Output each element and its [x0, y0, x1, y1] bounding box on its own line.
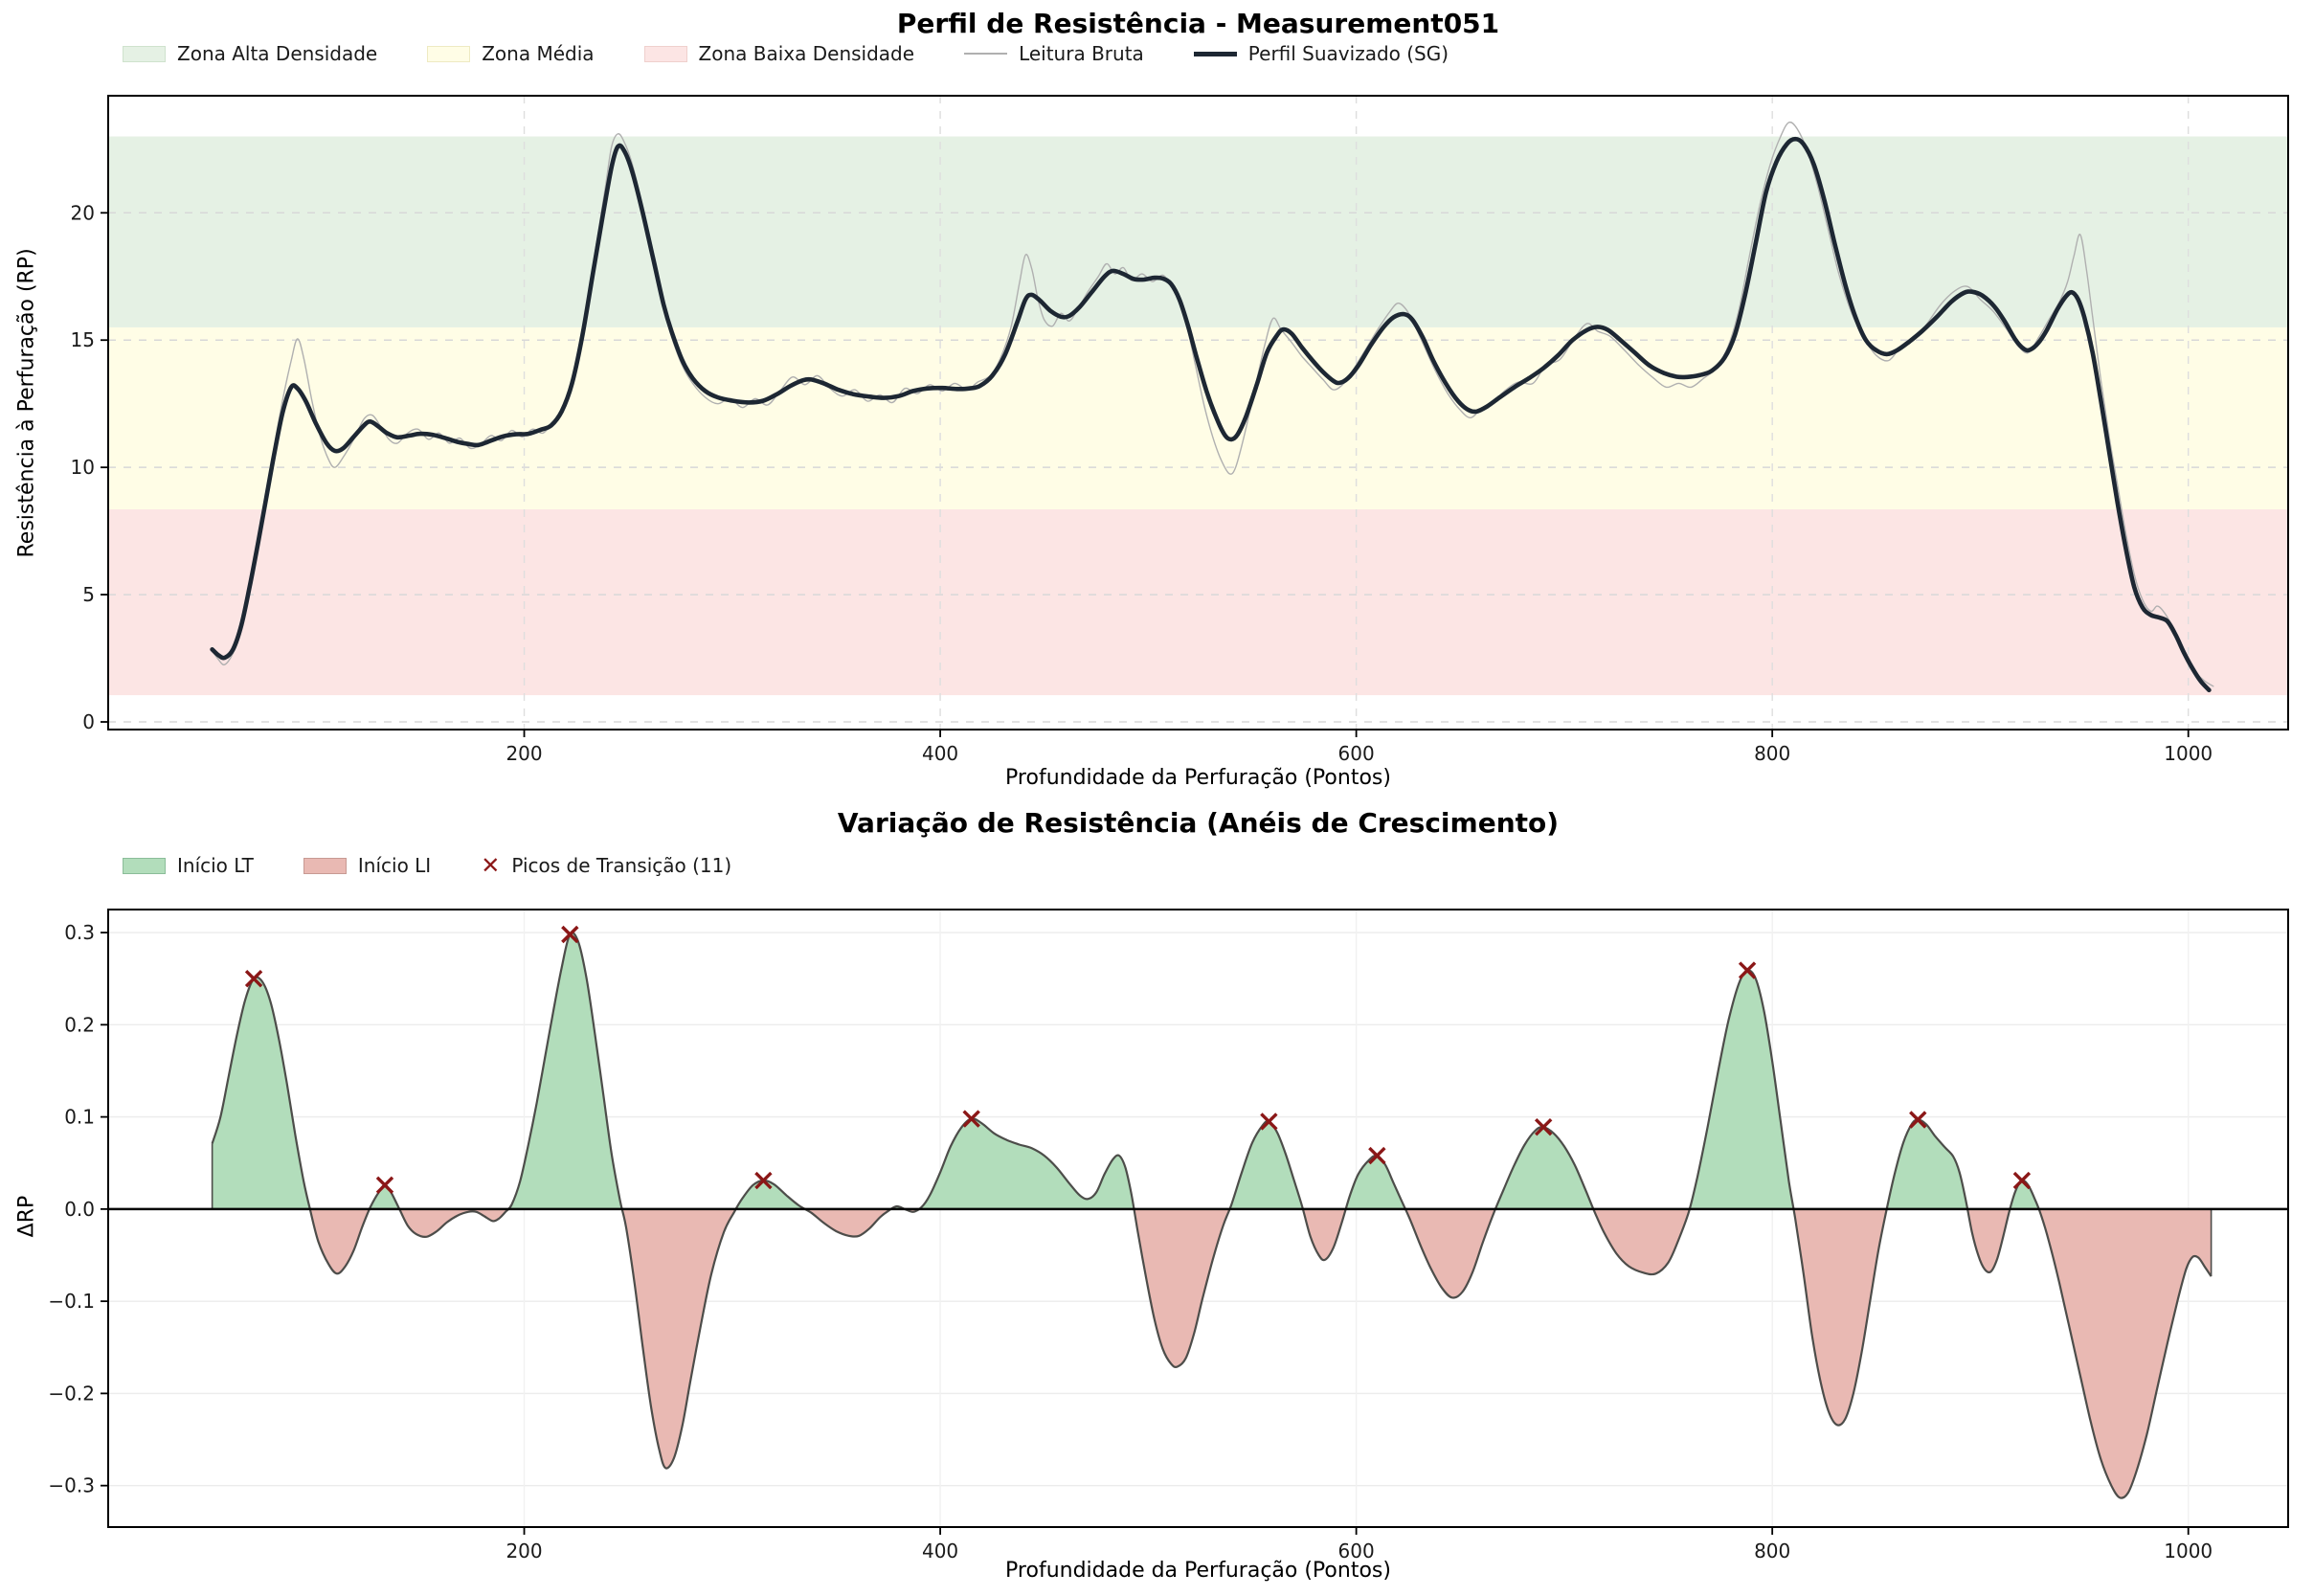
top-chart-legend: Zona Alta Densidade Zona Média Zona Baixa … [123, 42, 1449, 65]
x-tick-label: 400 [922, 742, 958, 765]
top-chart-plot: 200 400 600 800 1000 0 5 10 15 20 [71, 95, 2289, 765]
transition-peak-marker [1368, 1146, 1386, 1165]
x-tick-label: 800 [1754, 742, 1790, 765]
axes-frame: 200 400 600 800 1000 0 5 10 15 20 [71, 95, 2289, 765]
y-tick-label: 0.3 [64, 921, 95, 944]
transition-peak-marker [1909, 1111, 1927, 1129]
y-tick-label: 0.0 [64, 1198, 95, 1221]
transition-peak-marker [2012, 1171, 2032, 1190]
transition-peak-marker [561, 925, 579, 944]
legend-patch-icon [123, 857, 166, 874]
transition-peak-marker [1738, 961, 1757, 979]
y-tick-label: 5 [82, 583, 95, 606]
y-tick-label: 0.2 [64, 1013, 95, 1036]
density-zones [108, 136, 2288, 696]
legend-label: Início LT [177, 854, 254, 877]
legend-item-zona-alta-densidade: Zona Alta Densidade [123, 42, 377, 65]
transition-peak-marker [244, 969, 263, 988]
y-tick-label: 0 [82, 710, 95, 733]
transition-peak-marker [962, 1110, 980, 1128]
legend-patch-icon [427, 45, 471, 62]
bottom-chart-plot: 200 400 600 800 1000 −0.3 −0.2 −0.1 0.0 0.1 0.2 0.3 [48, 909, 2289, 1562]
legend-item-leitura-bruta: Leitura Bruta [964, 42, 1144, 65]
legend-patch-icon [643, 45, 687, 62]
y-tick-label: 15 [71, 328, 95, 351]
gridlines [108, 96, 2288, 730]
bottom-chart-legend: Início LT Início LI ✕ Picos de Transição (1… [123, 854, 731, 877]
y-tick-label: −0.1 [48, 1290, 95, 1313]
legend-label: Leitura Bruta [1019, 42, 1144, 65]
transition-peak-marker [1260, 1113, 1278, 1131]
x-tick-label: 600 [1338, 1540, 1375, 1562]
legend-label: Perfil Suavizado (SG) [1247, 42, 1449, 65]
legend-x-marker-icon: ✕ [481, 851, 501, 879]
transition-peak-marker [754, 1171, 773, 1190]
x-tick-label: 1000 [2164, 1540, 2213, 1562]
bottom-chart-title: Variação de Resistência (Anéis de Cresci… [837, 807, 1560, 839]
bottom-chart-xlabel: Profundidade da Perfuração (Pontos) [1005, 1559, 1391, 1583]
legend-patch-icon [123, 45, 166, 62]
x-tick-label: 400 [922, 1540, 958, 1562]
transition-peak-marker [375, 1176, 394, 1195]
area-fill-inicio-li [212, 1208, 2212, 1498]
top-chart-xlabel: Profundidade da Perfuração (Pontos) [1005, 766, 1391, 790]
legend-label: Zona Baixa Densidade [698, 42, 915, 65]
top-chart-title: Perfil de Resistência - Measurement051 [896, 8, 1500, 39]
legend-item-perfil-suavizado-sg: Perfil Suavizado (SG) [1193, 42, 1449, 65]
legend-item-zona-m-dia: Zona Média [427, 42, 595, 65]
y-tick-label: −0.2 [48, 1382, 95, 1405]
axes-frame: 200 400 600 800 1000 −0.3 −0.2 −0.1 0.0 0.1 0.2 0.3 [48, 909, 2289, 1562]
x-tick-label: 200 [505, 1540, 542, 1562]
transition-peak-marker [1534, 1117, 1553, 1136]
x-tick-label: 1000 [2164, 742, 2213, 765]
y-tick-label: 0.1 [64, 1106, 95, 1129]
y-tick-label: 20 [71, 201, 95, 224]
x-tick-label: 200 [505, 742, 542, 765]
legend-item-zona-baixa-densidade: Zona Baixa Densidade [643, 42, 915, 65]
legend-item-in-cio-lt: Início LT [123, 854, 254, 877]
legend-label: Zona Média [482, 42, 595, 65]
legend-item-picos-de-transi-o-11: ✕ Picos de Transição (11) [481, 851, 732, 879]
zone-zona-alta-densidade [108, 136, 2288, 327]
x-tick-label: 600 [1338, 742, 1375, 765]
legend-line-icon [1193, 51, 1237, 56]
transition-peak-markers [244, 925, 2032, 1195]
legend-item-in-cio-li: Início LI [303, 854, 431, 877]
y-tick-label: −0.3 [48, 1474, 95, 1497]
legend-label: Picos de Transição (11) [511, 854, 732, 877]
x-tick-label: 800 [1754, 1540, 1790, 1562]
legend-patch-icon [303, 857, 347, 874]
legend-label: Início LI [357, 854, 432, 877]
area-fill-inicio-lt [212, 933, 2039, 1209]
zone-zona-baixa-densidade [108, 509, 2288, 696]
legend-line-icon [964, 53, 1008, 55]
legend-label: Zona Alta Densidade [177, 42, 378, 65]
zone-zona-media [108, 326, 2288, 510]
series-line-perfil-suavizado-sg [210, 136, 2212, 693]
y-tick-label: 10 [71, 456, 95, 479]
